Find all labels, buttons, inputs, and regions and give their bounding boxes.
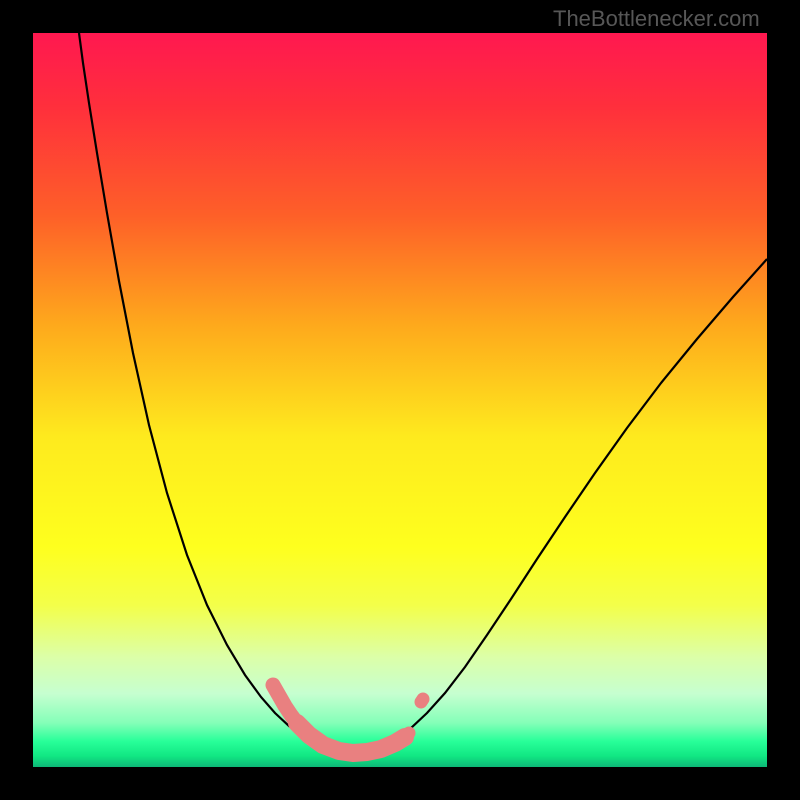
highlight-segment-2: [405, 733, 409, 737]
watermark: TheBottlenecker.com: [553, 6, 760, 32]
chart-svg: [0, 0, 800, 800]
highlight-segment-3: [421, 699, 423, 702]
